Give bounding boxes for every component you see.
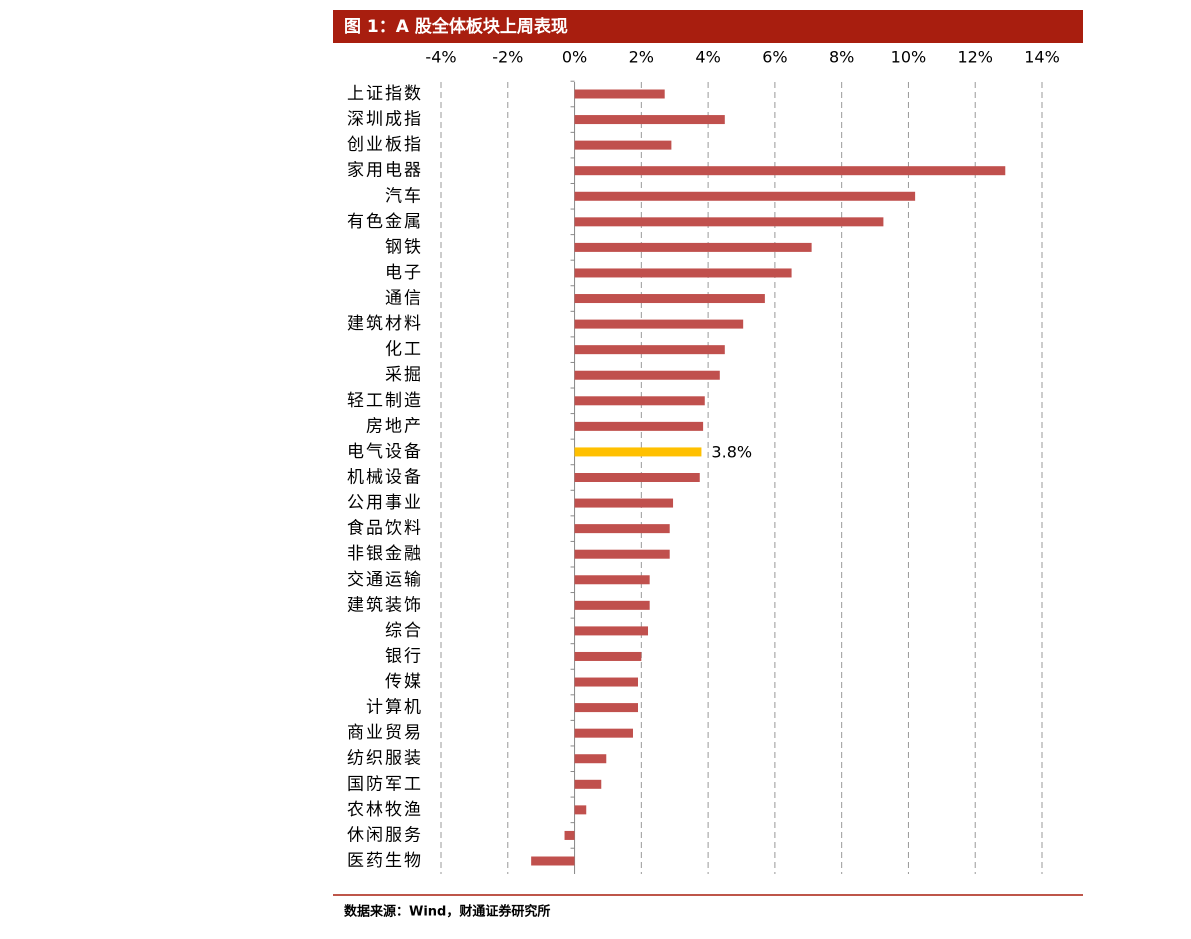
category-label: 纺织服装 — [347, 749, 423, 769]
category-label: 采掘 — [385, 365, 423, 385]
title-bar — [333, 10, 1083, 43]
category-label: 创业板指 — [347, 135, 423, 155]
bar — [574, 140, 672, 150]
category-label: 有色金属 — [347, 212, 423, 232]
bar — [574, 447, 702, 457]
bar — [574, 473, 700, 482]
category-label: 建筑装饰 — [347, 595, 423, 615]
category-label: 通信 — [385, 289, 423, 309]
category-label: 国防军工 — [347, 774, 423, 794]
x-tick-label: 2% — [629, 48, 654, 67]
category-label: 房地产 — [366, 416, 423, 436]
x-tick-label: 12% — [957, 48, 993, 67]
bar — [574, 677, 638, 687]
bar — [574, 319, 744, 329]
bar — [574, 396, 705, 406]
bar — [574, 166, 1006, 176]
bar — [574, 345, 725, 355]
bar — [574, 524, 670, 534]
bar — [574, 191, 916, 201]
category-label: 深圳成指 — [347, 110, 423, 130]
category-label: 传媒 — [385, 672, 423, 692]
category-label: 钢铁 — [385, 237, 423, 257]
value-label: 3.8% — [711, 442, 752, 461]
category-label: 农林牧渔 — [347, 800, 423, 820]
bar — [574, 421, 704, 431]
category-label: 电子 — [385, 263, 423, 283]
x-tick-label: 4% — [695, 48, 720, 67]
bar — [574, 498, 674, 508]
category-label: 公用事业 — [347, 493, 423, 513]
bar — [574, 115, 725, 125]
chart-title: 图 1：A 股全体板块上周表现 — [344, 16, 568, 37]
bar — [574, 754, 607, 764]
bar — [574, 779, 602, 789]
bar — [564, 830, 575, 840]
category-label: 交通运输 — [347, 570, 423, 590]
category-label: 医药生物 — [347, 851, 423, 871]
category-label: 电气设备 — [347, 442, 423, 462]
x-tick-label: -4% — [425, 48, 456, 67]
bar — [574, 728, 633, 738]
category-label: 上证指数 — [347, 84, 423, 104]
category-label: 商业贸易 — [347, 723, 423, 743]
bar — [574, 651, 642, 661]
category-label: 化工 — [385, 340, 423, 360]
category-label: 银行 — [385, 646, 423, 666]
source-note: 数据来源：Wind，财通证券研究所 — [344, 904, 550, 920]
category-label: 机械设备 — [347, 468, 423, 488]
bar — [574, 89, 665, 99]
x-tick-label: 6% — [762, 48, 787, 67]
category-label: 家用电器 — [347, 161, 423, 181]
bar — [531, 856, 575, 866]
category-label: 轻工制造 — [347, 391, 423, 411]
bar — [574, 600, 650, 610]
bar — [574, 268, 792, 278]
bar — [574, 805, 587, 815]
x-tick-label: 8% — [829, 48, 854, 67]
category-label: 综合 — [385, 621, 423, 641]
bar — [574, 703, 638, 713]
category-label: 计算机 — [366, 698, 423, 718]
bar — [574, 294, 765, 304]
bar — [574, 242, 812, 252]
category-label: 食品饮料 — [347, 519, 423, 539]
x-tick-label: 10% — [891, 48, 927, 67]
x-tick-label: 14% — [1024, 48, 1060, 67]
category-label: 非银金融 — [347, 544, 423, 564]
bar — [574, 575, 650, 585]
x-tick-label: -2% — [492, 48, 523, 67]
x-tick-label: 0% — [562, 48, 587, 67]
bar — [574, 626, 649, 636]
category-label: 休闲服务 — [347, 825, 423, 845]
bar — [574, 217, 884, 227]
category-label: 建筑材料 — [347, 314, 423, 334]
bar — [574, 370, 720, 380]
category-label: 汽车 — [385, 186, 423, 206]
bar — [574, 549, 670, 559]
